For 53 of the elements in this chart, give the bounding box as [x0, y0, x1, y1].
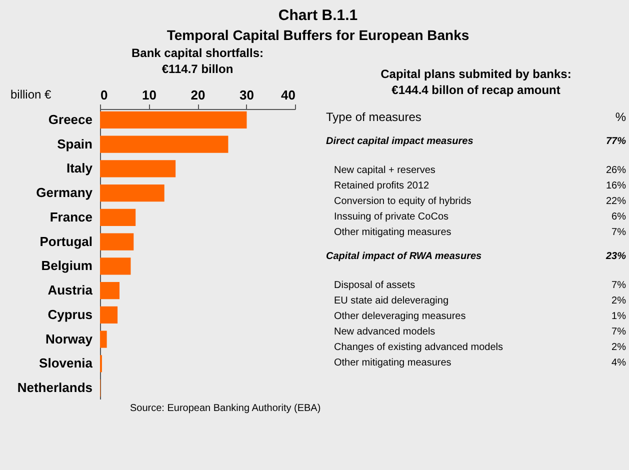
text: Other mitigating measures — [334, 358, 452, 369]
text: Conversion to equity of hybrids — [334, 196, 472, 208]
text: 2% — [612, 296, 626, 307]
text: 7% — [612, 326, 626, 338]
text: Capital plans submited by banks: — [380, 67, 572, 81]
y-tick-label: France — [50, 209, 92, 224]
text: Direct capital impact measures — [326, 136, 474, 147]
text: 7% — [612, 227, 626, 238]
text: 26% — [606, 165, 626, 176]
source-note: Source: European Banking Authority (EBA) — [130, 403, 321, 414]
text: Temporal Capital Buffers for European Banks — [166, 27, 470, 43]
text: % — [615, 110, 626, 124]
y-tick-label: Slovenia — [39, 356, 94, 371]
y-tick-label: Portugal — [40, 234, 92, 249]
y-tick-label: Spain — [57, 136, 93, 152]
text: €144.4 billon of recap amount — [392, 83, 560, 97]
x-tick-label: 30 — [240, 88, 254, 102]
text: Retained profits 2012 — [334, 180, 430, 192]
y-tick-label: Cyprus — [48, 306, 92, 322]
y-tick-label: Greece — [48, 112, 92, 127]
text: Inssuing of private CoCos — [334, 212, 449, 223]
chart-subtitle: €114.7 billon — [162, 62, 234, 76]
text: 77% — [606, 136, 626, 147]
text: Type of measures — [326, 110, 422, 124]
text: Other mitigating measures — [334, 227, 452, 238]
text: 4% — [612, 358, 626, 369]
text: 2% — [612, 342, 626, 354]
text: Changes of existing advanced models — [334, 342, 503, 354]
x-tick-label: 10 — [142, 88, 156, 102]
y-tick-label: Italy — [66, 160, 94, 176]
chart-title: Bank capital shortfalls: — [131, 46, 264, 60]
x-tick-label: 20 — [190, 88, 206, 102]
y-tick-label: Netherlands — [17, 380, 92, 396]
x-axis-title: billion € — [10, 88, 52, 102]
text: New advanced models — [334, 326, 436, 338]
text: 22% — [606, 196, 626, 208]
text: Chart B.1.1 — [278, 7, 358, 24]
y-tick-label: Norway — [46, 331, 94, 346]
x-tick-label: 40 — [281, 88, 296, 102]
text: Capital impact of RWA measures — [326, 250, 482, 262]
text: 6% — [612, 212, 626, 223]
x-tick-label: 0 — [100, 88, 108, 102]
text: EU state aid deleveraging — [334, 296, 449, 307]
text: 23% — [604, 250, 626, 262]
text: 1% — [612, 311, 626, 322]
y-tick-label: Belgium — [41, 258, 92, 274]
text: New capital + reserves — [334, 165, 436, 176]
y-tick-label: Austria — [48, 282, 94, 298]
text: Disposal of assets — [334, 280, 416, 292]
text: Other deleveraging measures — [334, 311, 466, 322]
text: 16% — [606, 180, 626, 192]
text: 7% — [612, 280, 626, 292]
y-tick-label: Germany — [36, 185, 94, 200]
